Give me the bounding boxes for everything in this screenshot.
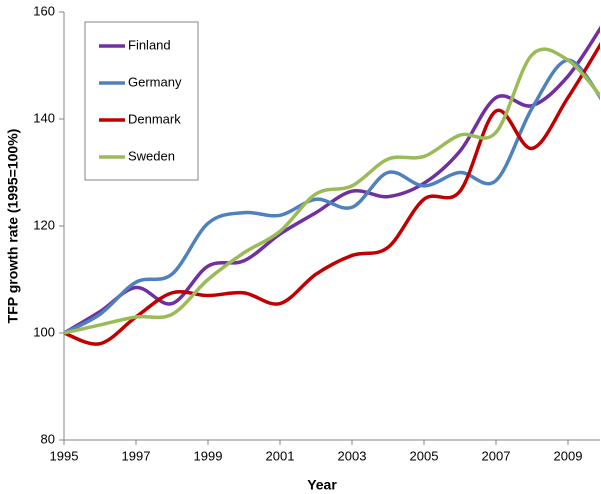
y-tick-label: 120	[33, 217, 55, 232]
x-tick-label: 1997	[122, 448, 151, 463]
x-tick-label: 2001	[266, 448, 295, 463]
x-tick-label: 2009	[554, 448, 583, 463]
legend-label: Sweden	[128, 148, 175, 163]
x-tick-label: 1995	[50, 448, 79, 463]
y-axis-title: TFP growth rate (1995=100%)	[5, 129, 21, 324]
x-tick-label: 2005	[410, 448, 439, 463]
x-tick-label: 2007	[482, 448, 511, 463]
legend-label: Finland	[128, 37, 171, 52]
legend-label: Germany	[128, 74, 182, 89]
series-line	[64, 47, 600, 335]
x-axis-title: Year	[307, 477, 337, 493]
series-line	[64, 41, 600, 346]
y-tick-label: 100	[33, 324, 55, 339]
x-tick-label: 2003	[338, 448, 367, 463]
y-tick-label: 160	[33, 3, 55, 18]
legend-label: Denmark	[128, 111, 181, 126]
x-tick-label: 1999	[194, 448, 223, 463]
legend-box	[84, 21, 199, 181]
y-tick-label: 80	[41, 431, 55, 446]
y-tick-label: 140	[33, 110, 55, 125]
series-line	[64, 25, 600, 335]
